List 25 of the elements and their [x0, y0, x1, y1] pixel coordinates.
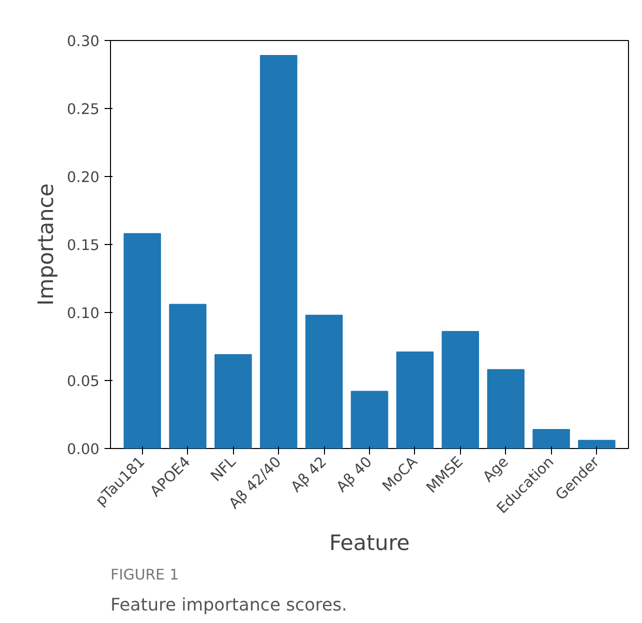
bar [442, 331, 480, 448]
y-tick-label: 0.25 [66, 101, 100, 118]
bar [305, 314, 343, 448]
x-tick-label: Aβ 42 [288, 453, 330, 496]
y-tick-label: 0.10 [66, 305, 100, 322]
bar [124, 233, 161, 448]
y-tick-label: 0.15 [66, 237, 100, 254]
y-tick-label: 0.05 [66, 373, 100, 390]
x-tick-label: Aβ 40 [333, 453, 376, 496]
y-tick-label: 0.20 [66, 169, 100, 186]
y-axis-title: Importance [34, 183, 59, 306]
bar [532, 428, 570, 448]
y-tick-label: 0.00 [66, 441, 100, 458]
x-axis-title: Feature [329, 531, 410, 556]
bar [578, 440, 616, 448]
y-tick-label: 0.30 [66, 33, 100, 50]
x-tick-label: NFL [208, 452, 240, 485]
text: Feature importance scores. [110, 596, 348, 616]
bar [260, 54, 298, 448]
bar [214, 354, 252, 448]
bar [487, 369, 524, 448]
bar [350, 390, 388, 448]
caption: FIGURE 1 [110, 566, 179, 584]
bar [396, 351, 434, 448]
bar [169, 304, 206, 448]
